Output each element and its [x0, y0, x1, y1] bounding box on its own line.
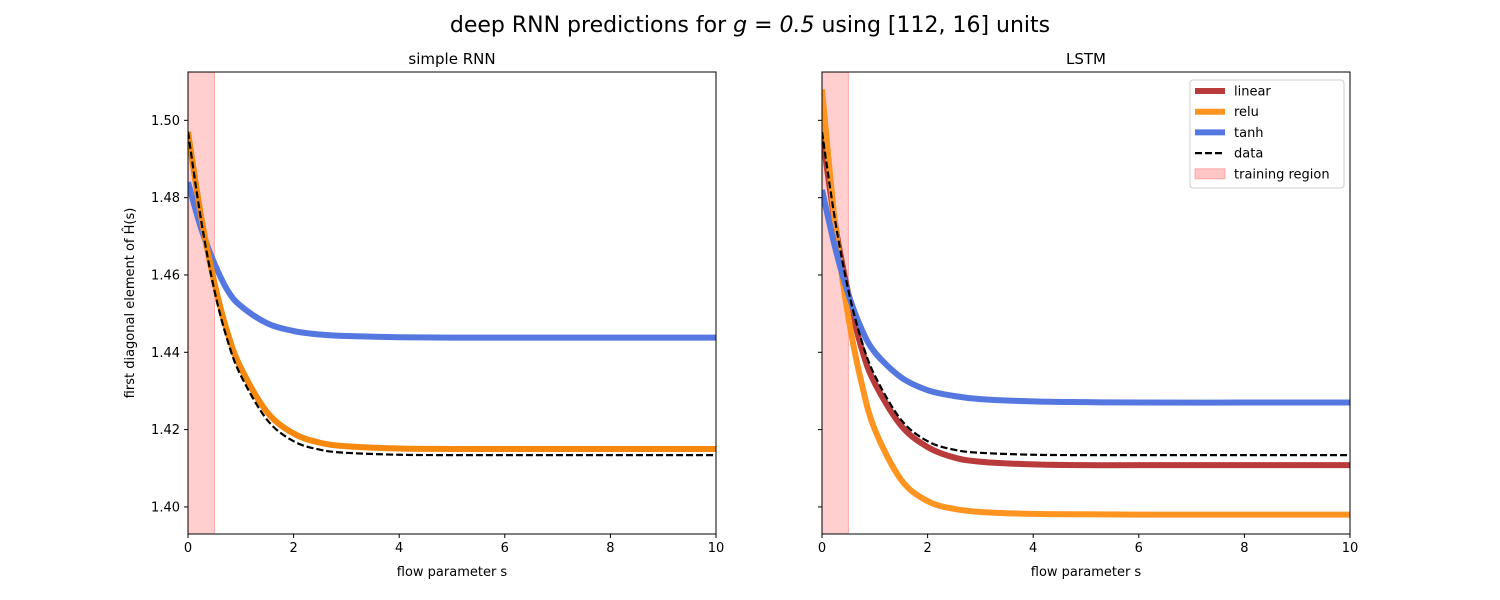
series-relu-line: [822, 89, 1350, 518]
x-tick-label: 6: [501, 541, 509, 556]
axes-frame: [821, 71, 1351, 535]
figure-title: deep RNN predictions for g = 0.5 using […: [450, 13, 1050, 38]
simple-rnn-panel: 0 2 4 6 8 10 1.40 1.42 1.44 1.46 1.48 1.50 simple RN…: [122, 50, 724, 580]
y-tick-label: 1.44: [151, 346, 180, 361]
legend-label-relu: relu: [1234, 105, 1259, 120]
x-tick-label: 8: [1240, 541, 1248, 556]
legend-label-data: data: [1234, 147, 1263, 162]
series-tanh-line: [822, 189, 1350, 406]
series-relu-line: [188, 131, 716, 452]
x-tick-label: 10: [708, 541, 725, 556]
figure-title-math: g = 0.5: [733, 13, 814, 38]
legend-label-tanh: tanh: [1234, 126, 1264, 141]
lstm-panel: 0 2 4 6 8 10 LSTM flow parameter s linear relu tan…: [818, 50, 1358, 580]
x-tick-label: 10: [1342, 541, 1359, 556]
series-lines: [188, 131, 716, 457]
series-tanh-line: [188, 181, 716, 341]
x-tick-label: 2: [923, 541, 931, 556]
legend-box: [1189, 79, 1345, 189]
panel-title: simple RNN: [408, 50, 495, 68]
legend-label-training-region: training region: [1234, 167, 1330, 182]
x-tick-label: 4: [395, 541, 403, 556]
x-tick-label: 8: [606, 541, 614, 556]
x-tick-label: 4: [1029, 541, 1037, 556]
figure-title-suffix: using [112, 16] units: [815, 13, 1051, 38]
panel-title: LSTM: [1066, 50, 1106, 68]
x-tick-label: 6: [1135, 541, 1143, 556]
series-data-line: [822, 131, 1350, 457]
y-tick-label: 1.46: [151, 268, 180, 283]
x-axis-label: flow parameter s: [1031, 565, 1142, 580]
y-tick-label: 1.42: [151, 423, 180, 438]
x-tick-label: 2: [289, 541, 297, 556]
figure-title-prefix: deep RNN predictions for: [450, 13, 733, 38]
y-axis-label: first diagonal element of Ĥ(s): [122, 208, 138, 399]
y-tick-label: 1.50: [151, 114, 180, 129]
x-axis-label: flow parameter s: [397, 565, 508, 580]
x-tick-label: 0: [818, 541, 826, 556]
axes-frame: [187, 71, 717, 535]
series-lines: [822, 89, 1350, 518]
legend-swatch-training-region: [1194, 168, 1226, 180]
y-tick-label: 1.48: [151, 191, 180, 206]
legend-label-linear: linear: [1234, 85, 1271, 100]
x-tick-label: 0: [184, 541, 192, 556]
series-data-line: [188, 131, 716, 457]
legend: linear relu tanh data training region: [1189, 79, 1345, 189]
y-tick-label: 1.40: [151, 500, 180, 515]
